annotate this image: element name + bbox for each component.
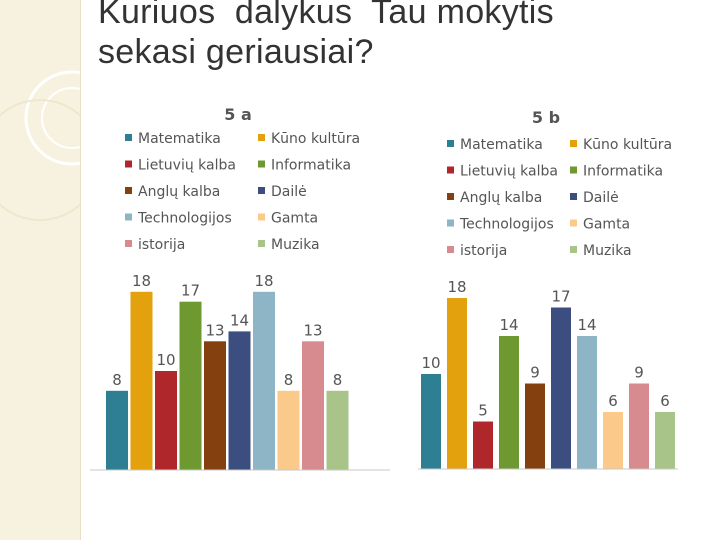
bar-value-label: 18 (447, 278, 466, 296)
bar-value-label: 5 (478, 402, 488, 420)
bar (326, 390, 349, 470)
bar-value-label: 9 (530, 364, 540, 382)
bar (130, 291, 153, 470)
legend-swatch (125, 213, 132, 221)
legend-label: Gamta (583, 217, 630, 233)
legend-swatch (570, 166, 577, 174)
bar-value-label: 17 (181, 282, 200, 300)
legend-swatch (447, 193, 454, 200)
bar-value-label: 14 (499, 316, 518, 334)
legend-swatch (125, 160, 132, 168)
bar (155, 371, 177, 470)
legend-label: Lietuvių kalba (460, 164, 558, 180)
bar-value-label: 10 (156, 351, 175, 369)
bar-value-label: 13 (205, 321, 224, 339)
chart-5b: 5 b Matematika Lietuvių kalba Anglų kalba Te… (410, 0, 720, 545)
bar-value-label: 8 (284, 371, 294, 389)
bar (253, 291, 275, 470)
legend-label: Kūno kultūra (271, 131, 360, 147)
legend-label: istorija (138, 237, 185, 253)
bar (603, 412, 623, 469)
legend-label: Gamta (271, 211, 318, 227)
legend-label: istorija (460, 243, 507, 259)
decorative-side-strip (0, 0, 81, 540)
chart-5b-svg: 5 b Matematika Lietuvių kalba Anglų kalba Te… (418, 108, 678, 470)
legend-swatch (570, 246, 577, 253)
bar (204, 341, 226, 470)
legend-swatch (125, 187, 132, 194)
legend-swatch (570, 140, 577, 147)
bar (447, 298, 467, 469)
legend-swatch (258, 240, 265, 247)
legend-swatch (447, 166, 454, 174)
legend-label: Informatika (271, 158, 351, 174)
legend-swatch (258, 213, 265, 221)
bar-value-label: 8 (333, 371, 343, 389)
bar (277, 390, 300, 470)
bar (551, 307, 571, 469)
legend-label: Anglų kalba (460, 190, 542, 206)
legend-label: Muzika (583, 243, 632, 259)
bar-value-label: 14 (230, 311, 249, 329)
legend-swatch (258, 134, 265, 141)
slide-title: Kuriuos dalykus Tau mokytis sekasi geria… (98, 0, 698, 72)
bar (577, 336, 597, 469)
chart-5a: 5 a Matematika Lietuvių kalba Anglų kalba Te… (88, 0, 398, 545)
legend-label: Dailė (583, 190, 619, 206)
legend-swatch (258, 187, 265, 194)
legend-label: Anglų kalba (138, 184, 220, 200)
bar (629, 383, 649, 469)
legend-swatch (447, 246, 454, 253)
bar-value-label: 10 (421, 354, 440, 372)
bar (421, 374, 441, 469)
legend-label: Informatika (583, 164, 663, 180)
legend-label: Matematika (138, 131, 221, 147)
bar (179, 301, 202, 470)
slide-title-line-2: sekasi geriausiai? (98, 33, 374, 71)
slide-title-line-1: Kuriuos dalykus Tau mokytis (98, 0, 554, 31)
legend-label: Matematika (460, 137, 543, 153)
legend-label: Lietuvių kalba (138, 158, 236, 174)
bar (499, 336, 519, 469)
bar (525, 383, 545, 469)
bar (228, 331, 251, 470)
legend-swatch (570, 193, 577, 200)
legend-swatch (447, 219, 454, 227)
bar (106, 390, 128, 470)
bar-value-label: 14 (577, 316, 596, 334)
bar-value-label: 18 (254, 272, 273, 290)
bar-value-label: 9 (634, 364, 644, 382)
bar (655, 412, 675, 469)
bar (473, 421, 493, 469)
legend-swatch (125, 240, 132, 247)
bar-value-label: 8 (112, 371, 122, 389)
bar-value-label: 6 (660, 392, 670, 410)
chart-title-5b: 5 b (532, 108, 560, 127)
bar-value-label: 17 (551, 288, 570, 306)
legend-swatch (258, 160, 265, 168)
bar (302, 341, 324, 470)
legend-label: Kūno kultūra (583, 137, 672, 153)
legend-swatch (447, 140, 454, 147)
bar-value-label: 13 (303, 321, 322, 339)
legend-label: Technologijos (459, 217, 554, 233)
legend-label: Technologijos (137, 211, 232, 227)
chart-title-5a: 5 a (224, 105, 252, 124)
bar-value-label: 6 (608, 392, 618, 410)
legend-label: Muzika (271, 237, 320, 253)
legend-swatch (125, 134, 132, 141)
legend-label: Dailė (271, 184, 307, 200)
bar-value-label: 18 (132, 272, 151, 290)
decorative-swirl (0, 70, 80, 221)
legend-swatch (570, 219, 577, 227)
